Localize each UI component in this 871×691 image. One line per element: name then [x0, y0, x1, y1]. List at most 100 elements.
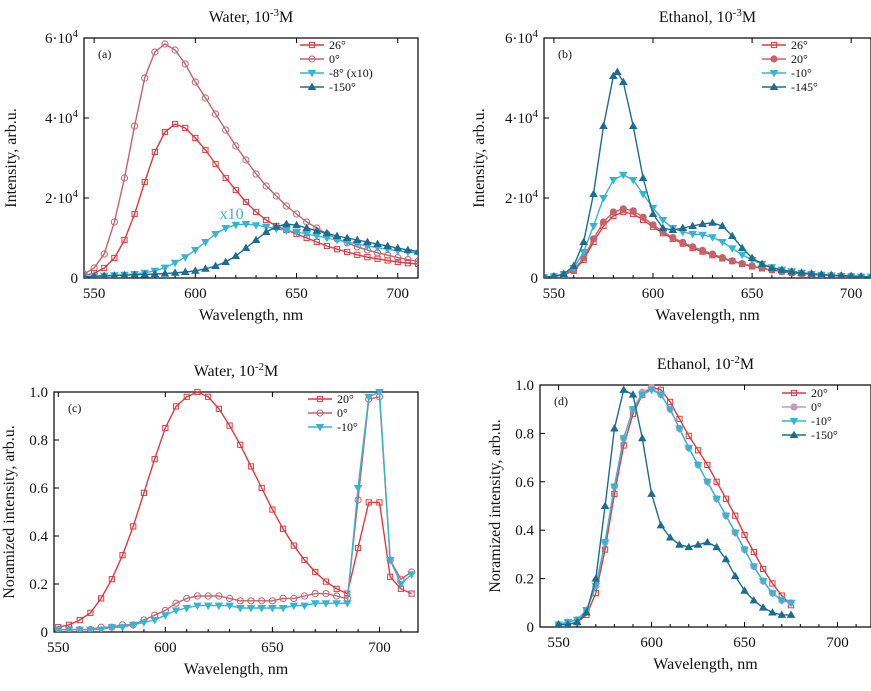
data-point [668, 225, 678, 234]
data-point [637, 391, 647, 400]
data-point [170, 259, 180, 268]
data-point [554, 620, 563, 627]
data-point [221, 224, 230, 233]
data-point [87, 609, 94, 616]
plot-frame [83, 37, 419, 279]
data-point [201, 264, 210, 272]
data-point [414, 260, 418, 268]
series-line [84, 223, 418, 278]
data-point [749, 563, 759, 571]
data-point [656, 520, 666, 529]
data-point [599, 218, 608, 226]
x-tick-label: 700 [387, 286, 410, 302]
legend-label: 20° [791, 52, 808, 66]
legend-marker [770, 55, 778, 63]
data-point [84, 272, 88, 278]
data-point [354, 496, 362, 504]
data-point [302, 223, 311, 232]
data-point [600, 539, 610, 547]
data-point [737, 243, 747, 252]
data-point [579, 237, 588, 246]
data-point [694, 447, 702, 454]
data-point [407, 571, 416, 579]
data-point [685, 432, 692, 439]
data-point [76, 616, 83, 624]
legend-marker [307, 70, 317, 78]
y-tick-label: 0.2 [515, 572, 534, 588]
data-point [302, 230, 311, 239]
y-tick-label: 2·104 [505, 188, 539, 207]
data-point [353, 484, 363, 493]
data-point [311, 590, 319, 598]
data-point [343, 600, 352, 608]
data-point [278, 605, 288, 613]
data-point [599, 121, 608, 130]
data-point [272, 192, 280, 200]
y-tick-label: 0.4 [515, 523, 534, 539]
data-point [740, 546, 749, 554]
data-point [232, 186, 239, 194]
x-tick-label: 650 [261, 640, 284, 656]
data-point [730, 571, 740, 580]
data-point [292, 220, 301, 229]
data-point [86, 626, 95, 632]
data-point [628, 390, 638, 398]
data-point [727, 245, 737, 253]
legend-label: 26° [329, 38, 346, 52]
data-point [688, 221, 697, 230]
data-point [669, 234, 677, 242]
data-point [572, 617, 582, 626]
series-group [544, 67, 871, 278]
data-point [404, 256, 412, 264]
legend-label: -10° [337, 420, 358, 434]
legend-marker [789, 417, 799, 426]
panel-label: (b) [558, 47, 572, 61]
data-point [272, 222, 281, 230]
data-point [777, 265, 787, 274]
data-point [172, 599, 180, 607]
data-point [628, 406, 638, 414]
data-point [151, 148, 158, 156]
x-tick-label: 600 [184, 286, 207, 302]
data-point [64, 626, 74, 632]
data-point [647, 489, 656, 497]
data-point [704, 461, 711, 468]
data-point [684, 542, 694, 551]
data-point [251, 222, 261, 230]
y-tick-label: 0.4 [29, 529, 48, 545]
data-point [247, 463, 255, 470]
y-tick-label: 0 [531, 271, 539, 287]
data-point [354, 544, 362, 552]
data-point [678, 223, 688, 232]
data-point [191, 266, 200, 274]
data-point [246, 605, 256, 613]
data-point [376, 499, 383, 506]
data-point [332, 600, 341, 608]
data-point [215, 405, 222, 412]
data-point [628, 121, 638, 130]
data-point [665, 533, 675, 541]
data-point [262, 182, 270, 190]
data-point [150, 269, 160, 278]
data-point [559, 269, 569, 278]
data-point [600, 501, 610, 510]
data-point [247, 597, 255, 605]
data-point [740, 586, 749, 594]
plot-frame [53, 391, 419, 633]
data-point [738, 260, 746, 268]
plot-frame [539, 384, 871, 628]
data-point [231, 221, 241, 230]
data-point [292, 210, 301, 218]
series-line [544, 70, 871, 278]
series-line [84, 223, 418, 278]
data-point [760, 565, 767, 573]
chart-title: Water, 10-3M [209, 7, 294, 26]
data-point [75, 626, 84, 632]
data-point [225, 602, 234, 610]
data-point [222, 174, 229, 182]
x-tick-label: 600 [642, 286, 665, 302]
data-point [289, 602, 299, 610]
data-point [333, 592, 341, 600]
data-point [263, 216, 270, 224]
data-point [708, 250, 717, 258]
